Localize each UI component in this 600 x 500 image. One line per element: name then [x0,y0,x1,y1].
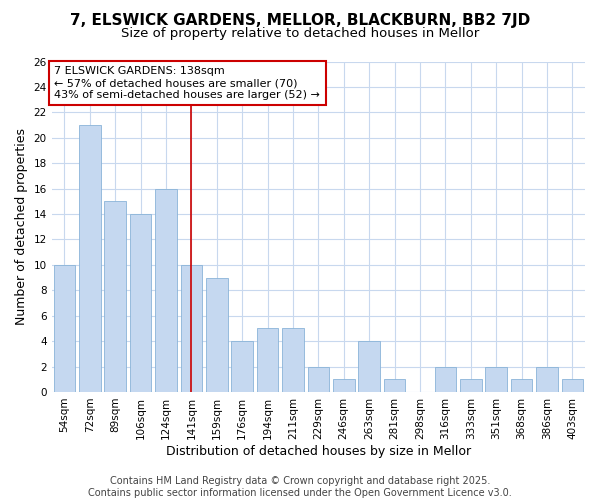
Bar [434,366,456,392]
Bar [206,278,227,392]
Text: 7, ELSWICK GARDENS, MELLOR, BLACKBURN, BB2 7JD: 7, ELSWICK GARDENS, MELLOR, BLACKBURN, B… [70,12,530,28]
Bar [282,328,304,392]
Bar [155,188,177,392]
Bar [130,214,151,392]
Text: Contains HM Land Registry data © Crown copyright and database right 2025.
Contai: Contains HM Land Registry data © Crown c… [88,476,512,498]
Bar [79,125,101,392]
Bar [104,202,126,392]
Bar [562,379,583,392]
Bar [511,379,532,392]
Bar [485,366,507,392]
Bar [232,341,253,392]
Text: 7 ELSWICK GARDENS: 138sqm
← 57% of detached houses are smaller (70)
43% of semi-: 7 ELSWICK GARDENS: 138sqm ← 57% of detac… [55,66,320,100]
X-axis label: Distribution of detached houses by size in Mellor: Distribution of detached houses by size … [166,444,471,458]
Bar [308,366,329,392]
Bar [384,379,406,392]
Bar [536,366,557,392]
Bar [257,328,278,392]
Bar [53,265,75,392]
Bar [460,379,482,392]
Y-axis label: Number of detached properties: Number of detached properties [15,128,28,325]
Text: Size of property relative to detached houses in Mellor: Size of property relative to detached ho… [121,28,479,40]
Bar [181,265,202,392]
Bar [358,341,380,392]
Bar [333,379,355,392]
